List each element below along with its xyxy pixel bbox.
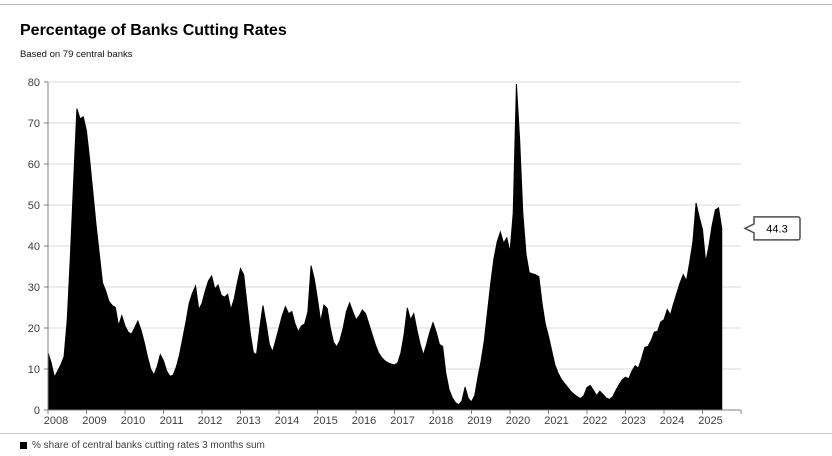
svg-text:10: 10 xyxy=(28,364,40,376)
chart-subtitle: Based on 79 central banks xyxy=(20,49,133,60)
y-axis-labels: 0 10 20 30 40 50 60 70 80 xyxy=(28,77,40,417)
svg-text:2019: 2019 xyxy=(467,415,491,427)
legend: % share of central banks cutting rates 3… xyxy=(20,440,265,451)
svg-text:2015: 2015 xyxy=(313,415,337,427)
legend-label: % share of central banks cutting rates 3… xyxy=(32,440,265,451)
x-axis-labels: 2008 2009 2010 2011 2012 2013 2014 2015 2016 2017… xyxy=(44,415,723,427)
svg-text:2009: 2009 xyxy=(82,415,106,427)
svg-text:30: 30 xyxy=(28,282,40,294)
svg-text:2017: 2017 xyxy=(390,415,414,427)
svg-text:2013: 2013 xyxy=(236,415,260,427)
svg-text:40: 40 xyxy=(28,241,40,253)
svg-text:2012: 2012 xyxy=(198,415,222,427)
svg-text:2014: 2014 xyxy=(275,415,299,427)
svg-text:2022: 2022 xyxy=(583,415,607,427)
legend-square-icon xyxy=(20,442,27,449)
svg-text:60: 60 xyxy=(28,159,40,171)
svg-text:2008: 2008 xyxy=(44,415,68,427)
legend-separator-line xyxy=(0,433,832,434)
svg-text:2021: 2021 xyxy=(544,415,568,427)
svg-text:2018: 2018 xyxy=(429,415,453,427)
svg-text:2016: 2016 xyxy=(352,415,376,427)
area-series xyxy=(47,84,723,411)
svg-text:44.3: 44.3 xyxy=(766,223,787,235)
axes xyxy=(44,81,742,414)
grid-lines xyxy=(48,81,741,370)
svg-text:2010: 2010 xyxy=(121,415,145,427)
svg-text:20: 20 xyxy=(28,323,40,335)
svg-text:50: 50 xyxy=(28,200,40,212)
svg-text:2024: 2024 xyxy=(660,415,684,427)
svg-text:2025: 2025 xyxy=(698,415,722,427)
top-border-line xyxy=(0,4,832,5)
chart-title: Percentage of Banks Cutting Rates xyxy=(20,22,287,39)
svg-text:0: 0 xyxy=(34,405,40,417)
svg-text:70: 70 xyxy=(28,118,40,130)
svg-text:80: 80 xyxy=(28,77,40,89)
svg-text:2023: 2023 xyxy=(621,415,645,427)
svg-text:2011: 2011 xyxy=(160,415,184,427)
callout-last-value: 44.3 xyxy=(743,216,801,241)
svg-text:2020: 2020 xyxy=(506,415,530,427)
